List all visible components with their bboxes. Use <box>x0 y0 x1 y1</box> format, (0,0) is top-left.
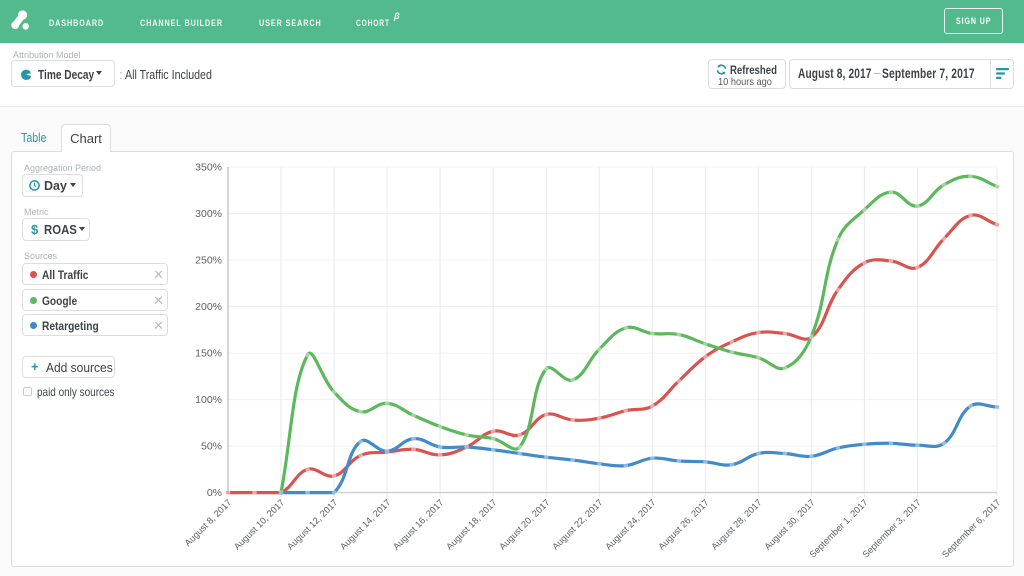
svg-text:150%: 150% <box>195 348 222 360</box>
svg-text:August 14, 2017: August 14, 2017 <box>338 497 392 551</box>
svg-text:August 26, 2017: August 26, 2017 <box>656 497 710 551</box>
svg-text:50%: 50% <box>201 441 222 453</box>
svg-text:August 10, 2017: August 10, 2017 <box>232 497 286 551</box>
svg-text:0%: 0% <box>207 487 222 499</box>
svg-text:August 8, 2017: August 8, 2017 <box>183 497 234 548</box>
svg-text:August 28, 2017: August 28, 2017 <box>709 497 763 551</box>
svg-text:300%: 300% <box>195 208 222 220</box>
svg-text:August 20, 2017: August 20, 2017 <box>497 497 551 551</box>
svg-text:200%: 200% <box>195 301 222 313</box>
svg-text:350%: 350% <box>195 162 222 174</box>
svg-text:August 16, 2017: August 16, 2017 <box>391 497 445 551</box>
svg-text:September 6, 2017: September 6, 2017 <box>940 497 1002 559</box>
svg-text:100%: 100% <box>195 394 222 406</box>
svg-text:September 3, 2017: September 3, 2017 <box>860 497 922 559</box>
svg-text:September 1, 2017: September 1, 2017 <box>807 497 869 559</box>
svg-text:August 18, 2017: August 18, 2017 <box>444 497 498 551</box>
svg-text:August 12, 2017: August 12, 2017 <box>285 497 339 551</box>
svg-text:August 30, 2017: August 30, 2017 <box>762 497 816 551</box>
svg-text:August 22, 2017: August 22, 2017 <box>550 497 604 551</box>
svg-text:250%: 250% <box>195 255 222 267</box>
svg-text:August 24, 2017: August 24, 2017 <box>603 497 657 551</box>
